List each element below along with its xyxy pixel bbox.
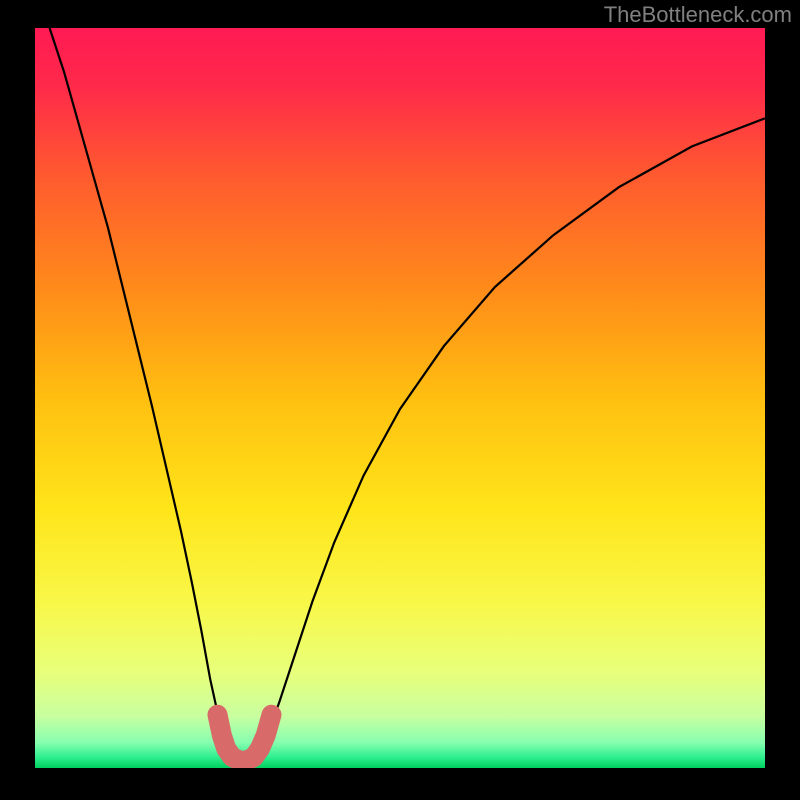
- marker-band: [218, 715, 272, 761]
- bottleneck-curve: [50, 28, 765, 765]
- chart-container: TheBottleneck.com: [0, 0, 800, 800]
- plot-area: [35, 28, 765, 768]
- curve-layer: [35, 28, 765, 768]
- watermark-text: TheBottleneck.com: [604, 2, 792, 28]
